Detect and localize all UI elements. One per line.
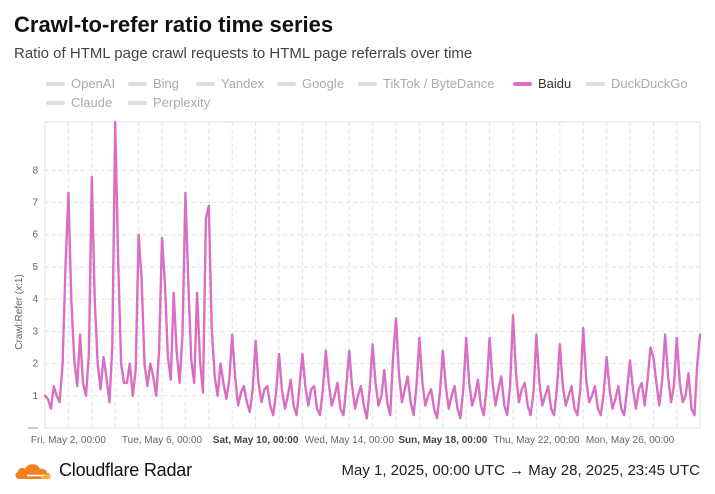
brand-name: Cloudflare Radar — [59, 460, 192, 480]
x-tick-label: Sat, May 10, 00:00 — [213, 435, 299, 446]
x-tick-label: Tue, May 6, 00:00 — [122, 435, 203, 446]
legend-swatch — [586, 81, 605, 86]
x-tick-label: Sun, May 18, 00:00 — [398, 435, 487, 446]
legend-item-duckduckgo[interactable]: DuckDuckGo — [586, 76, 688, 91]
legend-swatch — [128, 100, 147, 105]
y-tick-label: 8 — [32, 165, 38, 176]
legend-item-openai[interactable]: OpenAI — [46, 76, 115, 91]
legend-swatch — [128, 81, 147, 86]
y-tick-label: 4 — [32, 294, 38, 305]
chart-subtitle: Ratio of HTML page crawl requests to HTM… — [14, 45, 473, 62]
legend-label: TikTok / ByteDance — [383, 76, 495, 91]
x-tick-label: Wed, May 14, 00:00 — [305, 435, 395, 446]
legend-label: DuckDuckGo — [611, 76, 688, 91]
legend-item-tiktok-bytedance[interactable]: TikTok / ByteDance — [358, 76, 495, 91]
line-chart: 1 2 3 4 5 6 7 8 Fri, May 2, 00:00 Tue, May 6, 00… — [14, 120, 702, 446]
legend-label: Yandex — [221, 76, 265, 91]
cloudflare-cloud-icon — [15, 463, 51, 479]
y-tick-label: 2 — [32, 359, 38, 370]
cloudflare-radar-logo[interactable]: Cloudflare Radar — [14, 460, 192, 481]
y-tick-label: 6 — [32, 230, 38, 241]
legend-swatch — [46, 100, 65, 105]
x-tick-label: Fri, May 2, 00:00 — [31, 435, 106, 446]
legend-item-bing[interactable]: Bing — [128, 76, 179, 91]
legend-item-baidu[interactable]: Baidu — [513, 76, 571, 91]
y-tick-label: 5 — [32, 262, 38, 273]
x-tick-label: Mon, May 26, 00:00 — [586, 435, 675, 446]
legend-swatch — [358, 81, 377, 86]
y-tick-label: 1 — [32, 391, 38, 402]
legend-item-google[interactable]: Google — [277, 76, 344, 91]
legend-swatch — [513, 81, 532, 86]
legend-label: Google — [302, 76, 344, 91]
legend-item-claude[interactable]: Claude — [46, 95, 112, 110]
series-line-baidu — [43, 120, 702, 420]
legend-swatch — [277, 81, 296, 86]
chart-grid — [44, 121, 701, 429]
x-tick-label: Thu, May 22, 00:00 — [493, 435, 580, 446]
legend-item-yandex[interactable]: Yandex — [196, 76, 264, 91]
y-tick-label: 3 — [32, 326, 38, 337]
y-tick-label: 7 — [32, 198, 38, 209]
legend-swatch — [46, 81, 65, 86]
chart-title: Crawl-to-refer ratio time series — [14, 12, 334, 37]
legend-label: Baidu — [538, 76, 572, 91]
legend-label: Bing — [153, 76, 180, 91]
legend-label: Claude — [71, 95, 113, 110]
legend-label: OpenAI — [71, 76, 116, 91]
x-axis-ticks: Fri, May 2, 00:00 Tue, May 6, 00:00 Sat, M… — [31, 435, 675, 446]
legend-item-perplexity[interactable]: Perplexity — [128, 95, 210, 110]
legend-swatch — [196, 81, 215, 86]
legend-label: Perplexity — [153, 95, 211, 110]
y-axis-ticks: 1 2 3 4 5 6 7 8 — [28, 165, 38, 429]
y-axis-title: Crawl:Refer (x:1) — [14, 274, 25, 350]
date-range: May 1, 2025, 00:00 UTC → May 28, 2025, 2… — [341, 462, 700, 479]
